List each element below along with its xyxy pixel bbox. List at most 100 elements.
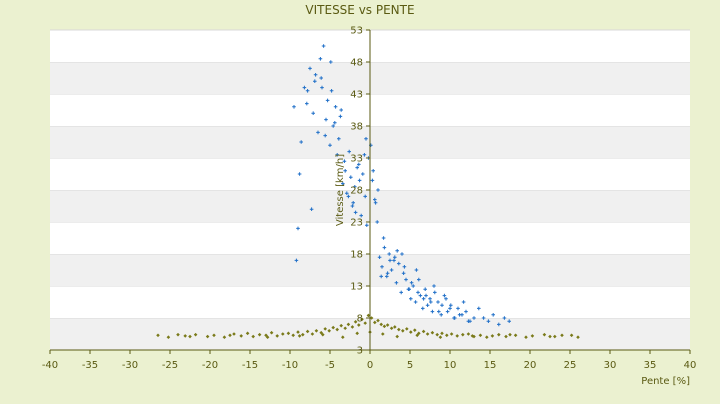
x-tick-label: 30	[604, 360, 617, 371]
data-point	[310, 332, 315, 336]
data-point	[337, 137, 341, 141]
data-point	[205, 334, 210, 339]
x-tick-label: 20	[524, 360, 537, 371]
data-point	[212, 333, 216, 338]
data-point	[353, 210, 358, 215]
data-point	[404, 277, 408, 282]
data-point	[176, 332, 180, 337]
data-point	[397, 327, 401, 332]
data-point	[353, 320, 358, 324]
data-point	[440, 331, 444, 336]
data-point	[569, 333, 574, 338]
y-tick-label: 48	[350, 58, 363, 69]
data-point	[428, 297, 432, 301]
data-point	[407, 287, 411, 291]
y-tick-label: 28	[350, 186, 363, 197]
data-point	[400, 252, 404, 256]
data-point	[457, 313, 462, 317]
data-point	[320, 85, 324, 90]
data-point	[222, 335, 227, 339]
data-point	[350, 204, 355, 208]
data-point	[413, 300, 418, 304]
data-point	[466, 332, 471, 336]
x-tick-label: 40	[684, 360, 697, 371]
data-point	[341, 181, 345, 186]
data-point	[305, 89, 310, 93]
data-point	[321, 332, 325, 337]
y-tick-label: 43	[350, 90, 363, 101]
data-point	[339, 108, 343, 112]
data-point	[502, 316, 507, 320]
data-point	[449, 303, 453, 307]
data-point	[388, 258, 392, 263]
data-point	[416, 290, 420, 295]
x-tick-label: 35	[644, 360, 657, 371]
data-point	[478, 333, 483, 338]
data-point	[193, 332, 198, 337]
data-point	[313, 79, 317, 83]
x-tick-label: -25	[162, 360, 178, 371]
data-point	[409, 330, 413, 334]
data-point	[440, 303, 444, 307]
data-point	[382, 245, 387, 250]
data-point	[373, 197, 377, 202]
data-point	[425, 303, 430, 307]
data-point	[342, 159, 347, 163]
data-point	[183, 334, 187, 338]
data-point	[359, 213, 363, 218]
x-tick-label: -30	[122, 360, 138, 371]
data-point	[379, 274, 383, 279]
axis-layer: -40 -35 -30 -25 -20 -15 -10 -5 0 5 10 15 20 25 30 35 40 3…	[42, 26, 697, 372]
data-point	[275, 334, 279, 338]
data-point	[371, 169, 375, 173]
data-point	[429, 300, 433, 304]
data-point	[370, 178, 375, 183]
data-point	[328, 143, 332, 147]
x-tick-label: 5	[407, 360, 413, 371]
y-tick-label: 18	[350, 250, 363, 261]
data-point	[553, 334, 557, 339]
data-point	[380, 265, 384, 269]
data-point	[576, 335, 580, 339]
data-point	[417, 277, 421, 282]
data-point	[466, 319, 471, 323]
data-point	[343, 169, 347, 173]
data-point	[401, 329, 405, 333]
x-tick-label: -20	[202, 360, 218, 371]
data-point	[530, 334, 535, 338]
data-point	[329, 89, 334, 93]
data-point	[333, 105, 338, 109]
data-point	[379, 322, 383, 327]
data-point	[346, 194, 351, 199]
data-point	[389, 326, 394, 331]
data-point	[449, 332, 454, 336]
y-tick-label: 33	[350, 154, 363, 165]
data-point	[401, 271, 406, 275]
data-point	[415, 333, 419, 338]
data-point	[497, 322, 501, 327]
data-point	[324, 117, 328, 122]
data-point	[350, 325, 355, 329]
series-layer	[156, 44, 580, 339]
data-point	[436, 300, 440, 304]
data-point	[323, 327, 327, 331]
data-point	[461, 332, 465, 337]
data-point	[325, 98, 330, 103]
series-1	[156, 313, 580, 339]
data-point	[497, 332, 501, 337]
data-point	[477, 306, 481, 311]
x-tick-label: -40	[42, 360, 58, 371]
data-point	[316, 130, 320, 135]
data-point	[357, 323, 361, 327]
data-point	[389, 268, 394, 272]
data-point	[542, 332, 547, 337]
x-tick-label: 25	[564, 360, 577, 371]
data-point	[346, 322, 351, 327]
data-point	[347, 149, 351, 154]
x-tick-label: -15	[242, 360, 258, 371]
x-tick-label: 10	[444, 360, 457, 371]
data-point	[411, 284, 415, 288]
data-point	[433, 290, 437, 295]
data-point	[423, 287, 427, 291]
